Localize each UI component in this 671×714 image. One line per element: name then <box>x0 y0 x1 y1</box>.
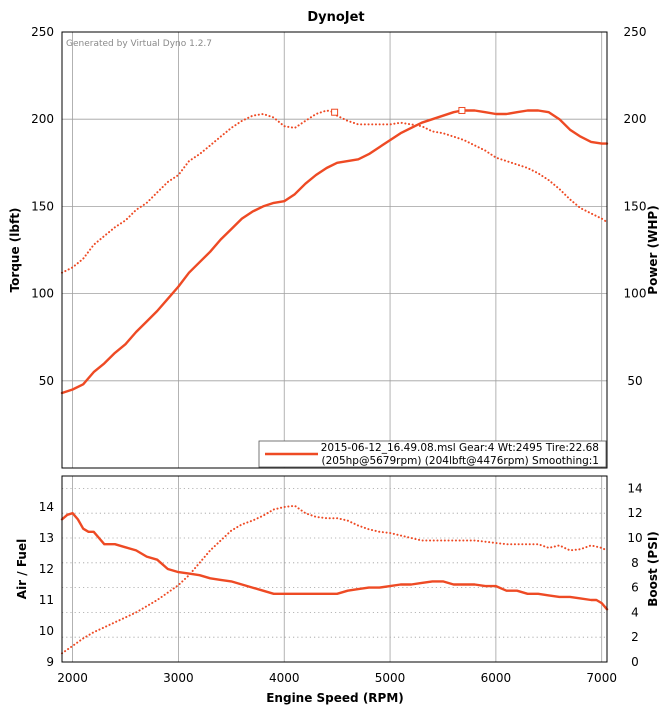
y-tick-label-14: 14 <box>39 500 54 514</box>
y2-tick-label-0: 0 <box>631 655 639 669</box>
y-tick-label-200: 200 <box>31 112 54 126</box>
series-line-power-whp <box>60 109 609 395</box>
x-axis-title: Engine Speed (RPM) <box>266 691 404 705</box>
bottom-plot-series <box>60 504 609 655</box>
peak-torque-marker <box>331 108 339 116</box>
y2-tick-label-12: 12 <box>627 506 642 520</box>
y2-tick-label-14: 14 <box>627 481 642 495</box>
chart-title: DynoJet <box>307 10 364 25</box>
peak-power-marker <box>458 106 466 114</box>
top-plot-tick-labels: 50 100 150 200 250 50 100 150 200 250 <box>31 25 646 388</box>
y-axis-title-torque: Torque (lbft) <box>8 208 22 293</box>
bottom-plot-frame <box>61 475 608 663</box>
y-tick-label-250: 250 <box>31 25 54 39</box>
y-tick-label-13: 13 <box>39 531 54 545</box>
y2-tick-label-200: 200 <box>624 112 647 126</box>
y-tick-label-150: 150 <box>31 199 54 213</box>
series-line-torque-lbft <box>61 109 608 274</box>
bottom-plot-tick-labels: 9 10 11 12 13 14 0 2 4 6 8 10 12 14 2000 3000 4000 5000 60… <box>39 481 643 685</box>
y-tick-label-12: 12 <box>39 562 54 576</box>
generator-label: Generated by Virtual Dyno 1.2.7 <box>66 39 212 49</box>
y2-axis-title-power: Power (WHP) <box>646 205 660 294</box>
legend-line-2: (205hp@5679rpm) (204lbft@4476rpm) Smooth… <box>321 455 599 467</box>
y2-tick-label-2: 2 <box>631 630 639 644</box>
y2-tick-label-150: 150 <box>624 199 647 213</box>
x-tick-label-4000: 4000 <box>269 671 300 685</box>
y-tick-label-10: 10 <box>39 624 54 638</box>
legend-line-1: 2015-06-12_16.49.08.msl Gear:4 Wt:2495 T… <box>321 442 599 454</box>
y2-tick-label-50: 50 <box>627 374 642 388</box>
series-line-air-fuel <box>60 512 609 611</box>
series-line-boost-psi <box>61 504 608 655</box>
y2-tick-label-6: 6 <box>631 581 639 595</box>
y2-tick-label-4: 4 <box>631 605 639 619</box>
y-tick-label-9: 9 <box>46 655 54 669</box>
y2-tick-label-100: 100 <box>624 287 647 301</box>
y-axis-title-air-fuel: Air / Fuel <box>15 539 29 599</box>
y-tick-label-50: 50 <box>39 374 54 388</box>
y-tick-label-100: 100 <box>31 287 54 301</box>
x-tick-label-2000: 2000 <box>57 671 88 685</box>
y2-axis-title-boost: Boost (PSI) <box>646 531 660 607</box>
legend: 2015-06-12_16.49.08.msl Gear:4 Wt:2495 T… <box>258 440 607 468</box>
y-tick-label-11: 11 <box>39 593 54 607</box>
x-tick-label-7000: 7000 <box>586 671 617 685</box>
y2-tick-label-10: 10 <box>627 531 642 545</box>
y2-tick-label-8: 8 <box>631 556 639 570</box>
bottom-plot-gridlines <box>62 476 607 662</box>
top-plot-frame <box>61 31 608 469</box>
top-plot-series <box>60 106 609 395</box>
x-tick-label-6000: 6000 <box>481 671 512 685</box>
x-tick-label-5000: 5000 <box>375 671 406 685</box>
x-tick-label-3000: 3000 <box>163 671 194 685</box>
top-plot-gridlines <box>62 31 607 468</box>
y2-tick-label-250: 250 <box>624 25 647 39</box>
